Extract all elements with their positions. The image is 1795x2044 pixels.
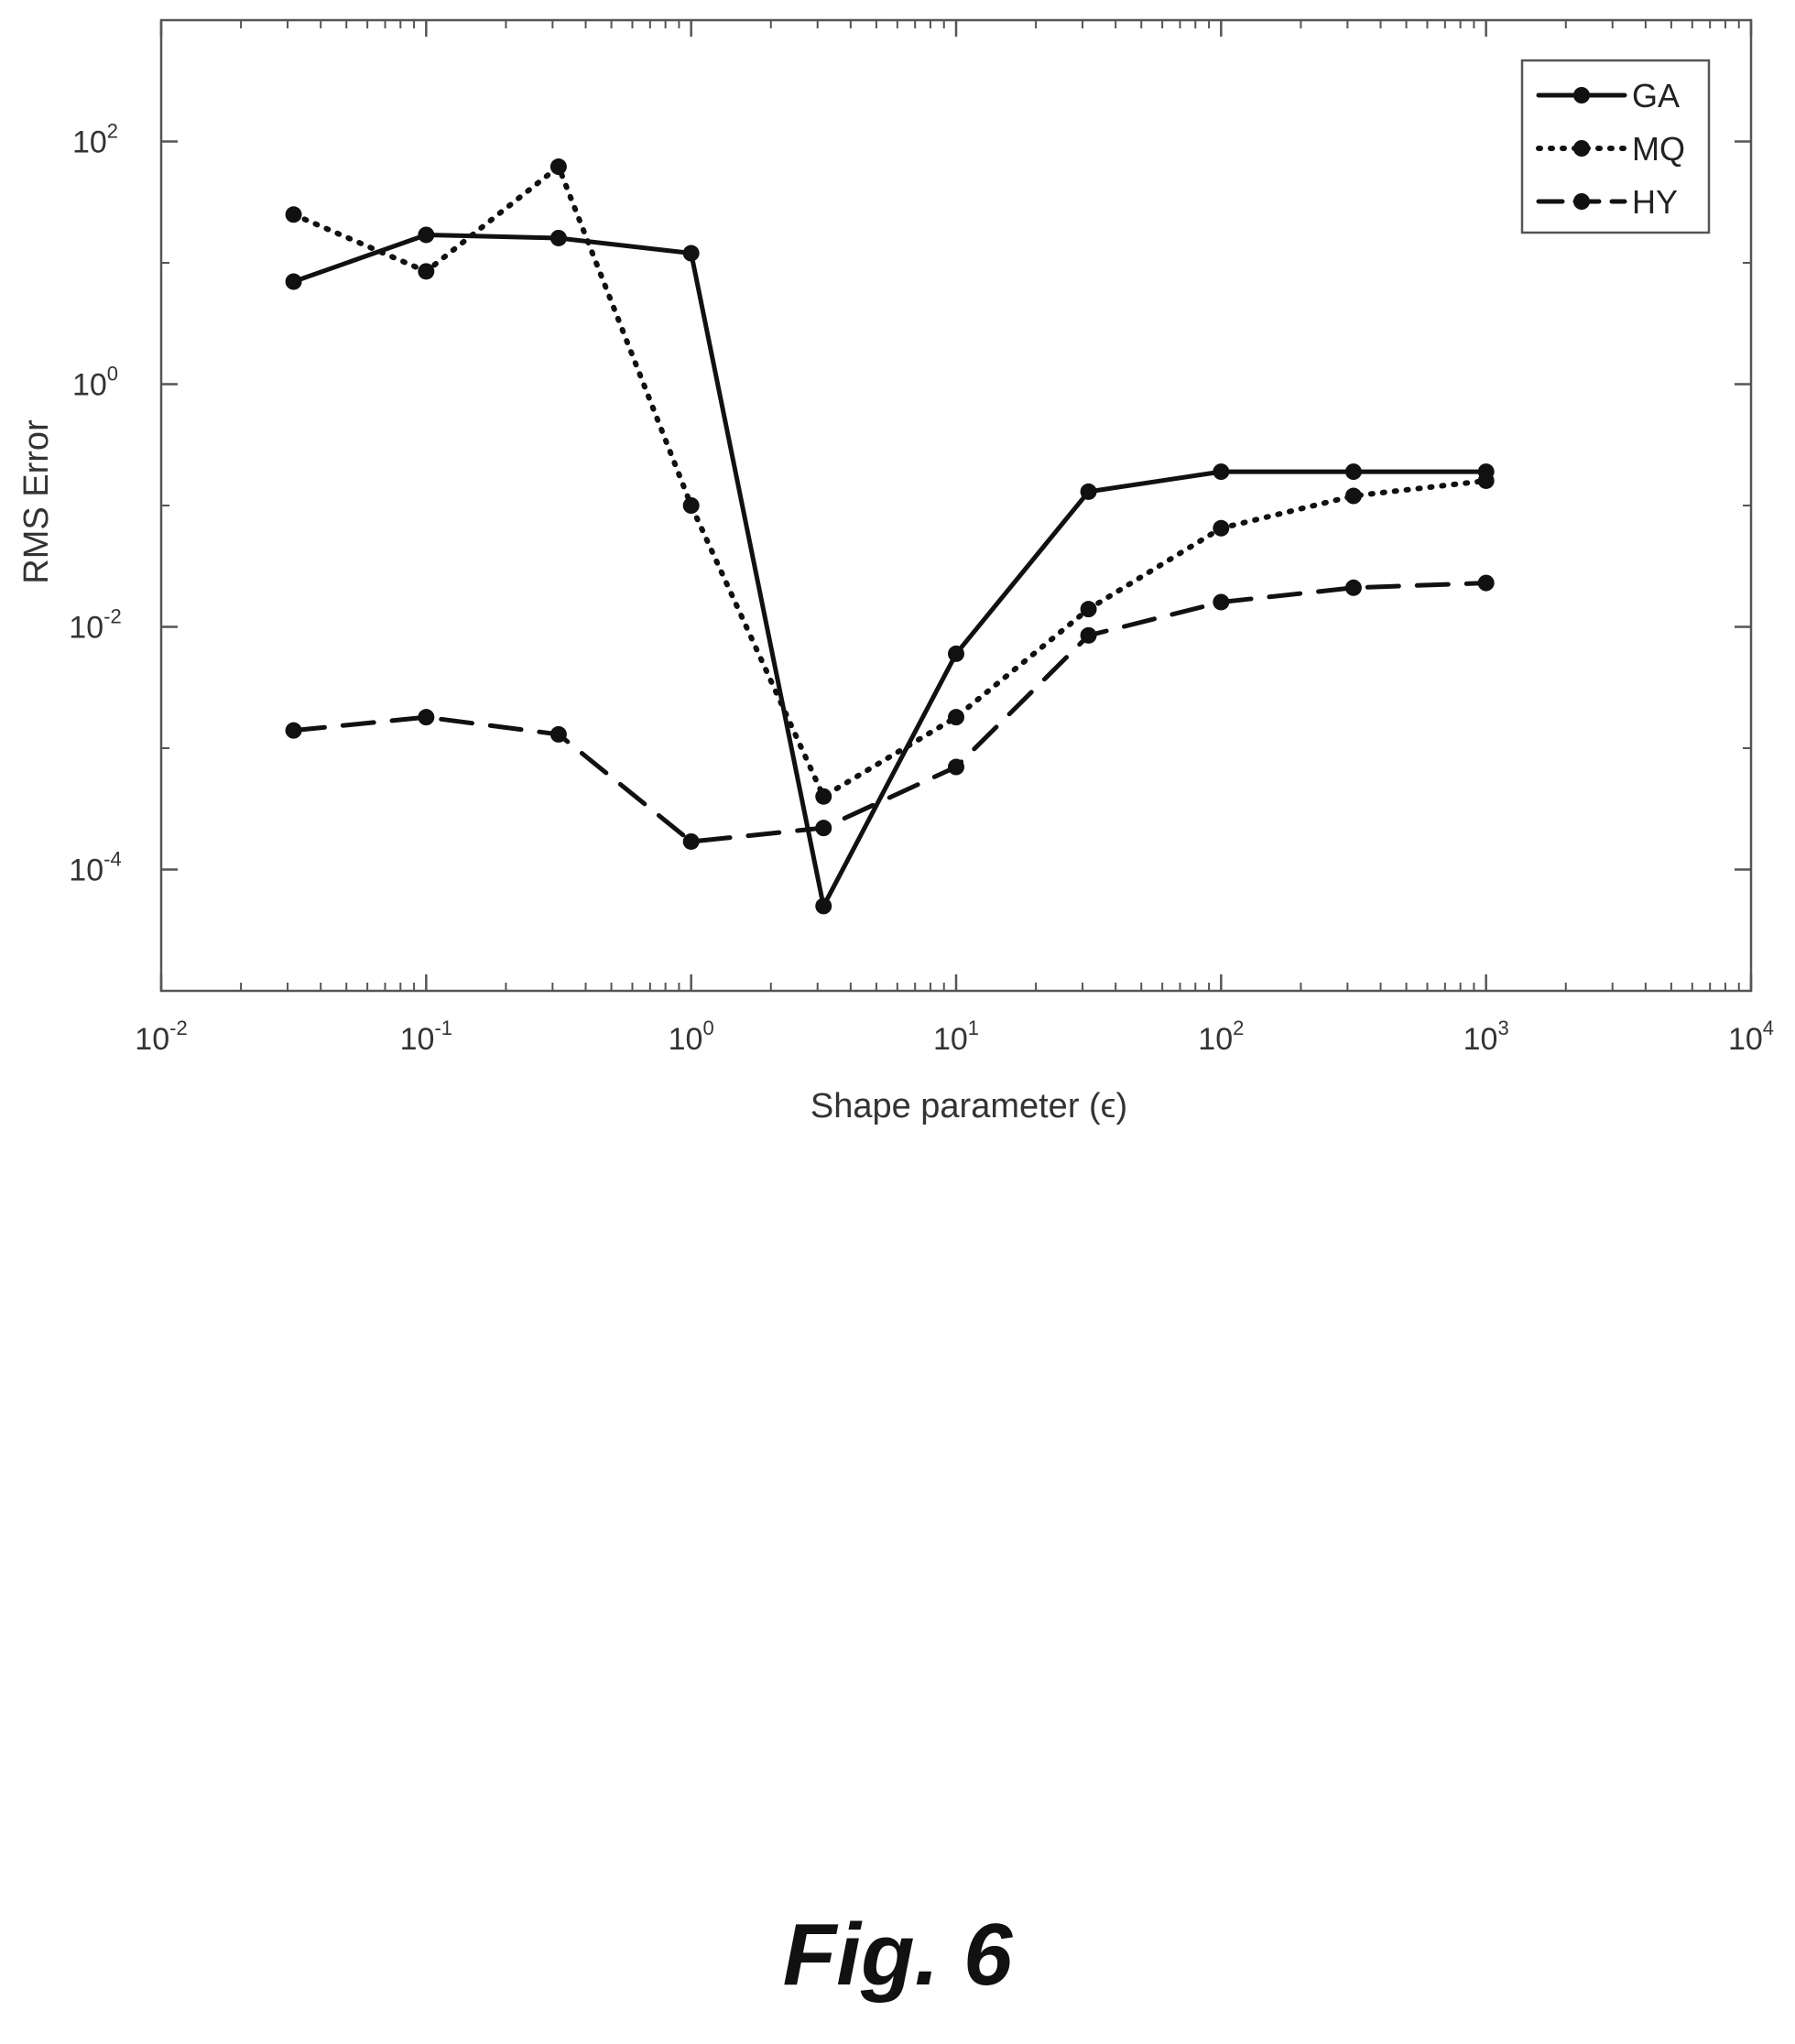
- data-point-mq: [815, 788, 832, 805]
- data-point-mq: [1080, 601, 1097, 618]
- rms-error-chart: 10-2 10-1 100 101 102 103 104 10-4 10-2 100 102 S…: [17, 18, 1774, 1125]
- data-point-mq: [1477, 472, 1495, 489]
- data-point-hy: [549, 725, 567, 743]
- data-point-mq: [549, 158, 567, 176]
- y-axis-title: RMS Error: [17, 419, 56, 584]
- figure-caption: Fig. 6: [782, 1906, 1013, 2004]
- data-point-hy: [815, 820, 832, 837]
- data-point-mq: [285, 206, 302, 223]
- x-tick-label: 100: [669, 1017, 714, 1057]
- x-tick-label: 10-2: [135, 1017, 187, 1057]
- minor-ticks: [161, 19, 1751, 992]
- data-point-ga: [1213, 463, 1230, 481]
- series-layer: [285, 158, 1495, 915]
- data-point-ga: [549, 229, 567, 246]
- series-ga: [285, 226, 1495, 915]
- plot-frame: [159, 18, 1753, 993]
- data-point-hy: [1213, 593, 1230, 611]
- major-ticks: [159, 20, 1753, 991]
- data-point-hy: [948, 758, 964, 776]
- data-point-mq: [418, 263, 435, 280]
- data-point-mq: [1344, 487, 1362, 505]
- x-tick-label: 102: [1198, 1017, 1244, 1057]
- legend: GA MQ HY: [1520, 59, 1711, 234]
- y-tick-labels: 10-4 10-2 100 102: [69, 120, 121, 888]
- x-tick-label: 10-1: [400, 1017, 452, 1057]
- legend-marker: [1573, 87, 1590, 103]
- data-point-hy: [1344, 579, 1362, 596]
- data-point-hy: [1477, 574, 1495, 592]
- data-point-mq: [682, 497, 700, 514]
- series-line-hy: [291, 581, 1489, 844]
- y-tick-label: 102: [72, 120, 118, 160]
- data-point-hy: [285, 722, 302, 739]
- data-point-hy: [682, 832, 700, 850]
- series-hy: [285, 574, 1495, 850]
- legend-label: GA: [1632, 77, 1680, 114]
- y-tick-label: 10-4: [69, 848, 121, 888]
- legend-entry-mq: MQ: [1536, 130, 1685, 168]
- legend-entry-hy: HY: [1536, 183, 1678, 221]
- x-tick-labels: 10-2 10-1 100 101 102 103 104: [135, 1017, 1774, 1057]
- data-point-ga: [682, 245, 700, 262]
- legend-entries: GA MQ HY: [1536, 77, 1685, 221]
- data-point-hy: [418, 709, 435, 726]
- series-line-ga: [291, 233, 1489, 908]
- series-line-mq: [290, 164, 1489, 799]
- data-point-hy: [1080, 626, 1097, 644]
- y-tick-label: 100: [72, 363, 118, 403]
- x-tick-label: 101: [933, 1017, 979, 1057]
- figure: 10-2 10-1 100 101 102 103 104 10-4 10-2 100 102 S…: [17, 18, 1774, 1125]
- legend-marker: [1573, 193, 1590, 210]
- data-point-ga: [815, 897, 832, 915]
- data-point-ga: [1344, 463, 1362, 481]
- data-point-mq: [948, 709, 964, 726]
- series-mq: [285, 158, 1495, 805]
- legend-marker: [1573, 140, 1590, 157]
- x-axis-title: Shape parameter (ϵ): [810, 1087, 1127, 1125]
- data-point-ga: [285, 273, 302, 290]
- data-point-mq: [1213, 519, 1230, 537]
- y-tick-label: 10-2: [69, 605, 121, 646]
- data-point-ga: [418, 226, 435, 244]
- legend-label: HY: [1632, 183, 1678, 221]
- legend-entry-ga: GA: [1536, 77, 1680, 114]
- x-tick-label: 103: [1463, 1017, 1509, 1057]
- x-tick-label: 104: [1728, 1017, 1774, 1057]
- data-point-ga: [1080, 483, 1097, 500]
- legend-label: MQ: [1632, 130, 1685, 168]
- data-point-ga: [948, 645, 964, 662]
